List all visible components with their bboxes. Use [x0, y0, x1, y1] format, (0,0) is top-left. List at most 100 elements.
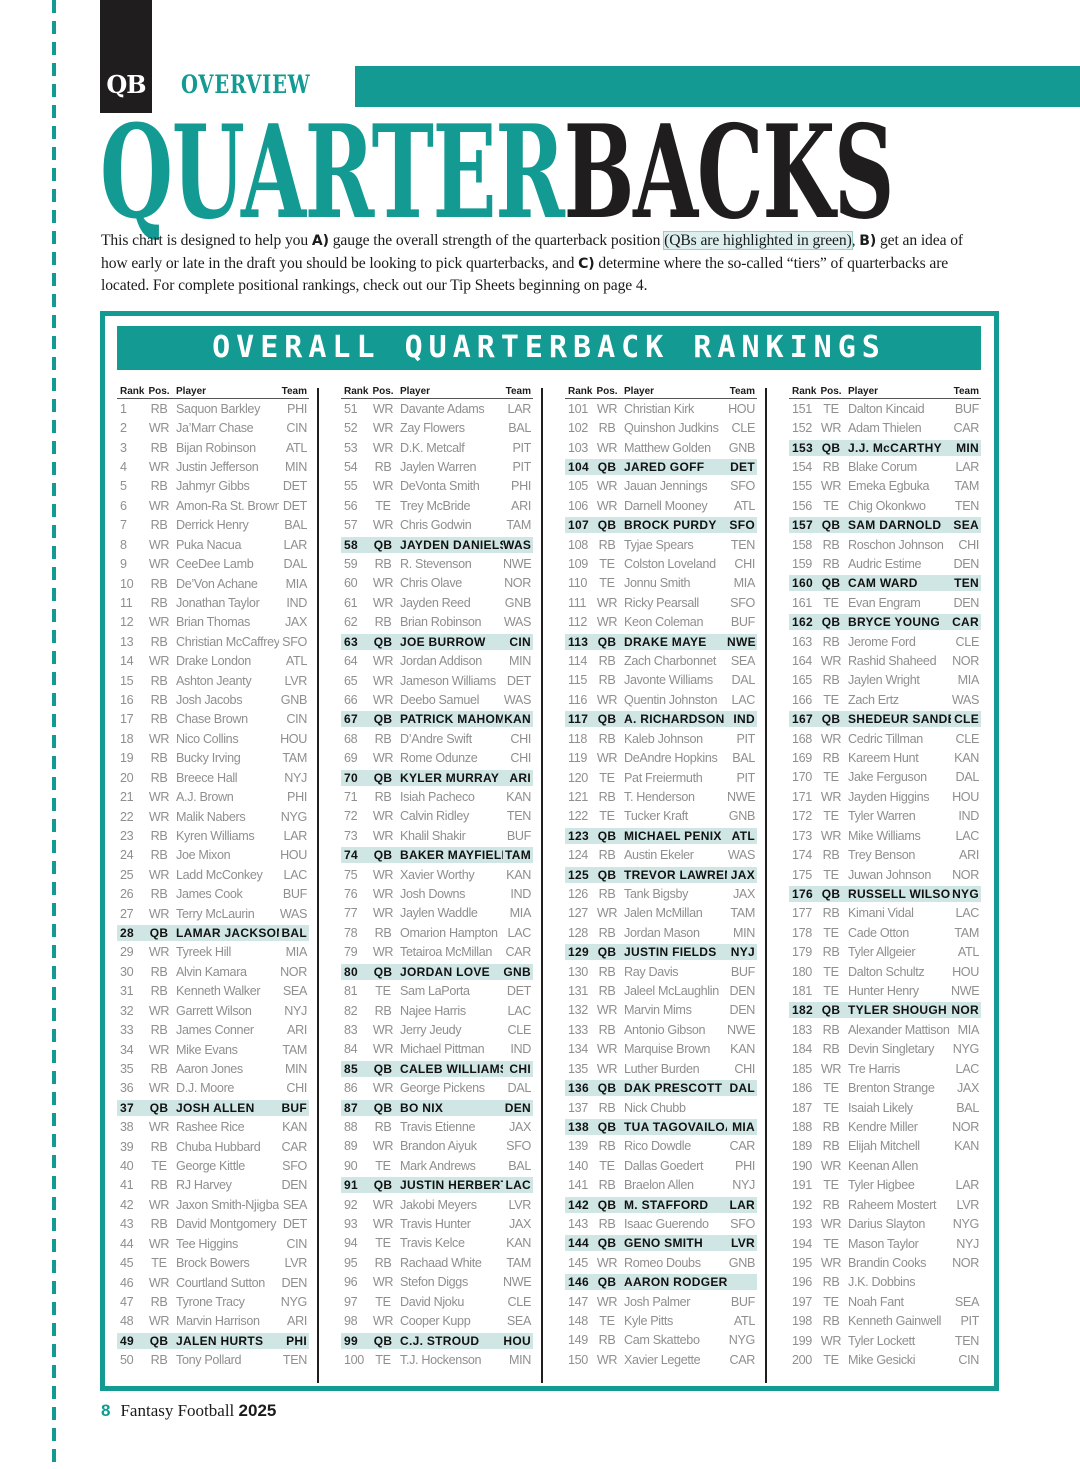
cell-pos: WR [148, 790, 170, 805]
cell-pos: TE [823, 401, 839, 416]
cell-pos: TE [599, 1313, 615, 1328]
cell-team: GNB [504, 595, 532, 610]
cell-team: BAL [281, 926, 307, 941]
cell-pos: WR [820, 654, 842, 668]
qb-row: 136 QB DAK PRESCOTT DAL [565, 1080, 757, 1097]
cell-team: CLE [955, 731, 980, 746]
cell-team: DEN [504, 1100, 531, 1115]
cell-team: LAR [507, 401, 532, 416]
cell-player: Christian McCaffrey [176, 634, 279, 649]
cell-player: M. STAFFORD [624, 1197, 709, 1212]
cell-pos: RB [150, 1353, 168, 1368]
table-row: 190 WR Keenan Allen [789, 1156, 981, 1175]
cell-player: Travis Hunter [400, 1217, 471, 1231]
cell-rank: 43 [120, 1217, 134, 1232]
cell-pos: WR [596, 1061, 618, 1076]
cell-team: JAX [732, 886, 755, 901]
cell-rank: 111 [568, 595, 587, 610]
header-pos: Pos. [820, 386, 842, 397]
cell-player: Brock Bowers [176, 1256, 250, 1271]
cell-player: Keenan Allen [848, 1158, 919, 1173]
table-row: 179 RB Tyler Allgeier ATL [789, 943, 981, 962]
cell-rank: 25 [120, 867, 134, 882]
table-row: 39 RB Chuba Hubbard CAR [117, 1137, 309, 1156]
cell-team: NWE [727, 789, 756, 804]
qb-row: 28 QB LAMAR JACKSON BAL [117, 925, 309, 942]
cell-team: HOU [728, 401, 755, 416]
cell-rank: 107 [568, 518, 589, 533]
table-row: 52 WR Zay Flowers BAL [341, 418, 533, 437]
cell-rank: 104 [568, 459, 589, 474]
cell-rank: 115 [568, 673, 588, 688]
cell-team: LAC [955, 906, 980, 921]
cell-rank: 48 [120, 1314, 134, 1329]
cell-team: SFO [282, 634, 307, 649]
table-row: 86 WR George Pickens DAL [341, 1078, 533, 1097]
cell-team: BUF [281, 1100, 307, 1115]
cell-rank: 182 [792, 1003, 813, 1018]
cell-rank: 126 [568, 886, 588, 901]
cell-rank: 46 [120, 1275, 134, 1290]
cell-pos: TE [823, 1236, 839, 1251]
cell-player: Chris Godwin [400, 518, 472, 533]
cell-team: GNB [728, 809, 756, 824]
cell-team: NOR [280, 964, 307, 979]
cell-player: D.J. Moore [176, 1081, 235, 1096]
cell-rank: 127 [568, 906, 588, 921]
cell-team: LAR [283, 828, 308, 843]
cell-rank: 47 [120, 1295, 134, 1310]
cell-rank: 140 [568, 1158, 588, 1173]
cell-pos: RB [150, 1178, 168, 1193]
cell-team: MIA [957, 673, 980, 688]
cell-player: Amon-Ra St. Brown [176, 498, 279, 513]
cell-pos: TE [375, 498, 391, 513]
cell-pos: RB [150, 634, 168, 649]
cell-pos: QB [373, 1333, 393, 1348]
cell-player: Pat Freiermuth [624, 770, 703, 785]
table-row: 71 RB Isiah Pacheco KAN [341, 787, 533, 806]
cell-team: TAM [506, 518, 531, 533]
table-row: 127 WR Jalen McMillan TAM [565, 904, 757, 923]
cell-player: Tank Bigsby [624, 886, 689, 901]
cell-pos: QB [149, 1100, 169, 1115]
cell-team: SEA [953, 518, 979, 533]
cell-player: Travis Kelce [400, 1236, 465, 1251]
cell-pos: RB [822, 1119, 840, 1134]
cell-player: DAK PRESCOTT [624, 1081, 723, 1096]
cell-pos: QB [821, 887, 841, 901]
table-row: 90 TE Mark Andrews BAL [341, 1156, 533, 1175]
cell-rank: 143 [568, 1216, 588, 1231]
cell-pos: RB [150, 848, 168, 863]
table-row: 62 RB Brian Robinson WAS [341, 613, 533, 632]
cell-rank: 189 [792, 1139, 812, 1154]
cell-pos: QB [597, 945, 617, 960]
table-row: 110 TE Jonnu Smith MIA [565, 574, 757, 593]
cell-team: LAC [731, 692, 756, 707]
cell-rank: 56 [344, 498, 358, 513]
cell-player: Elijah Mitchell [848, 1139, 920, 1154]
cell-player: JUSTIN FIELDS [624, 945, 717, 960]
cell-team: IND [958, 809, 979, 824]
table-row: 15 RB Ashton Jeanty LVR [117, 671, 309, 690]
cell-pos: QB [597, 459, 617, 474]
cell-player: CAM WARD [848, 576, 918, 591]
publication-name: Fantasy Football [120, 1401, 235, 1420]
cell-pos: QB [597, 1197, 617, 1212]
cell-rank: 54 [344, 459, 358, 474]
cell-rank: 166 [792, 692, 812, 707]
rankings-column: Rank Pos. Player Team 51 WR Davante Adams LAR 52… [341, 383, 533, 1370]
cell-team: DAL [731, 673, 756, 688]
cell-team: WAS [279, 906, 308, 921]
cell-team: MIN [508, 654, 531, 669]
cell-player: Isiah Pacheco [400, 789, 475, 804]
cell-team: KAN [954, 751, 979, 766]
cell-pos: RB [598, 925, 616, 940]
cell-team: NOR [952, 1119, 979, 1134]
cell-player: Isaiah Likely [848, 1100, 913, 1115]
table-row: 13 RB Christian McCaffrey SFO [117, 632, 309, 651]
cell-pos: TE [599, 576, 615, 591]
table-row: 61 WR Jayden Reed GNB [341, 593, 533, 612]
cell-rank: 82 [344, 1003, 358, 1018]
cell-player: Xavier Legette [624, 1352, 701, 1367]
cell-team: PIT [512, 459, 531, 474]
